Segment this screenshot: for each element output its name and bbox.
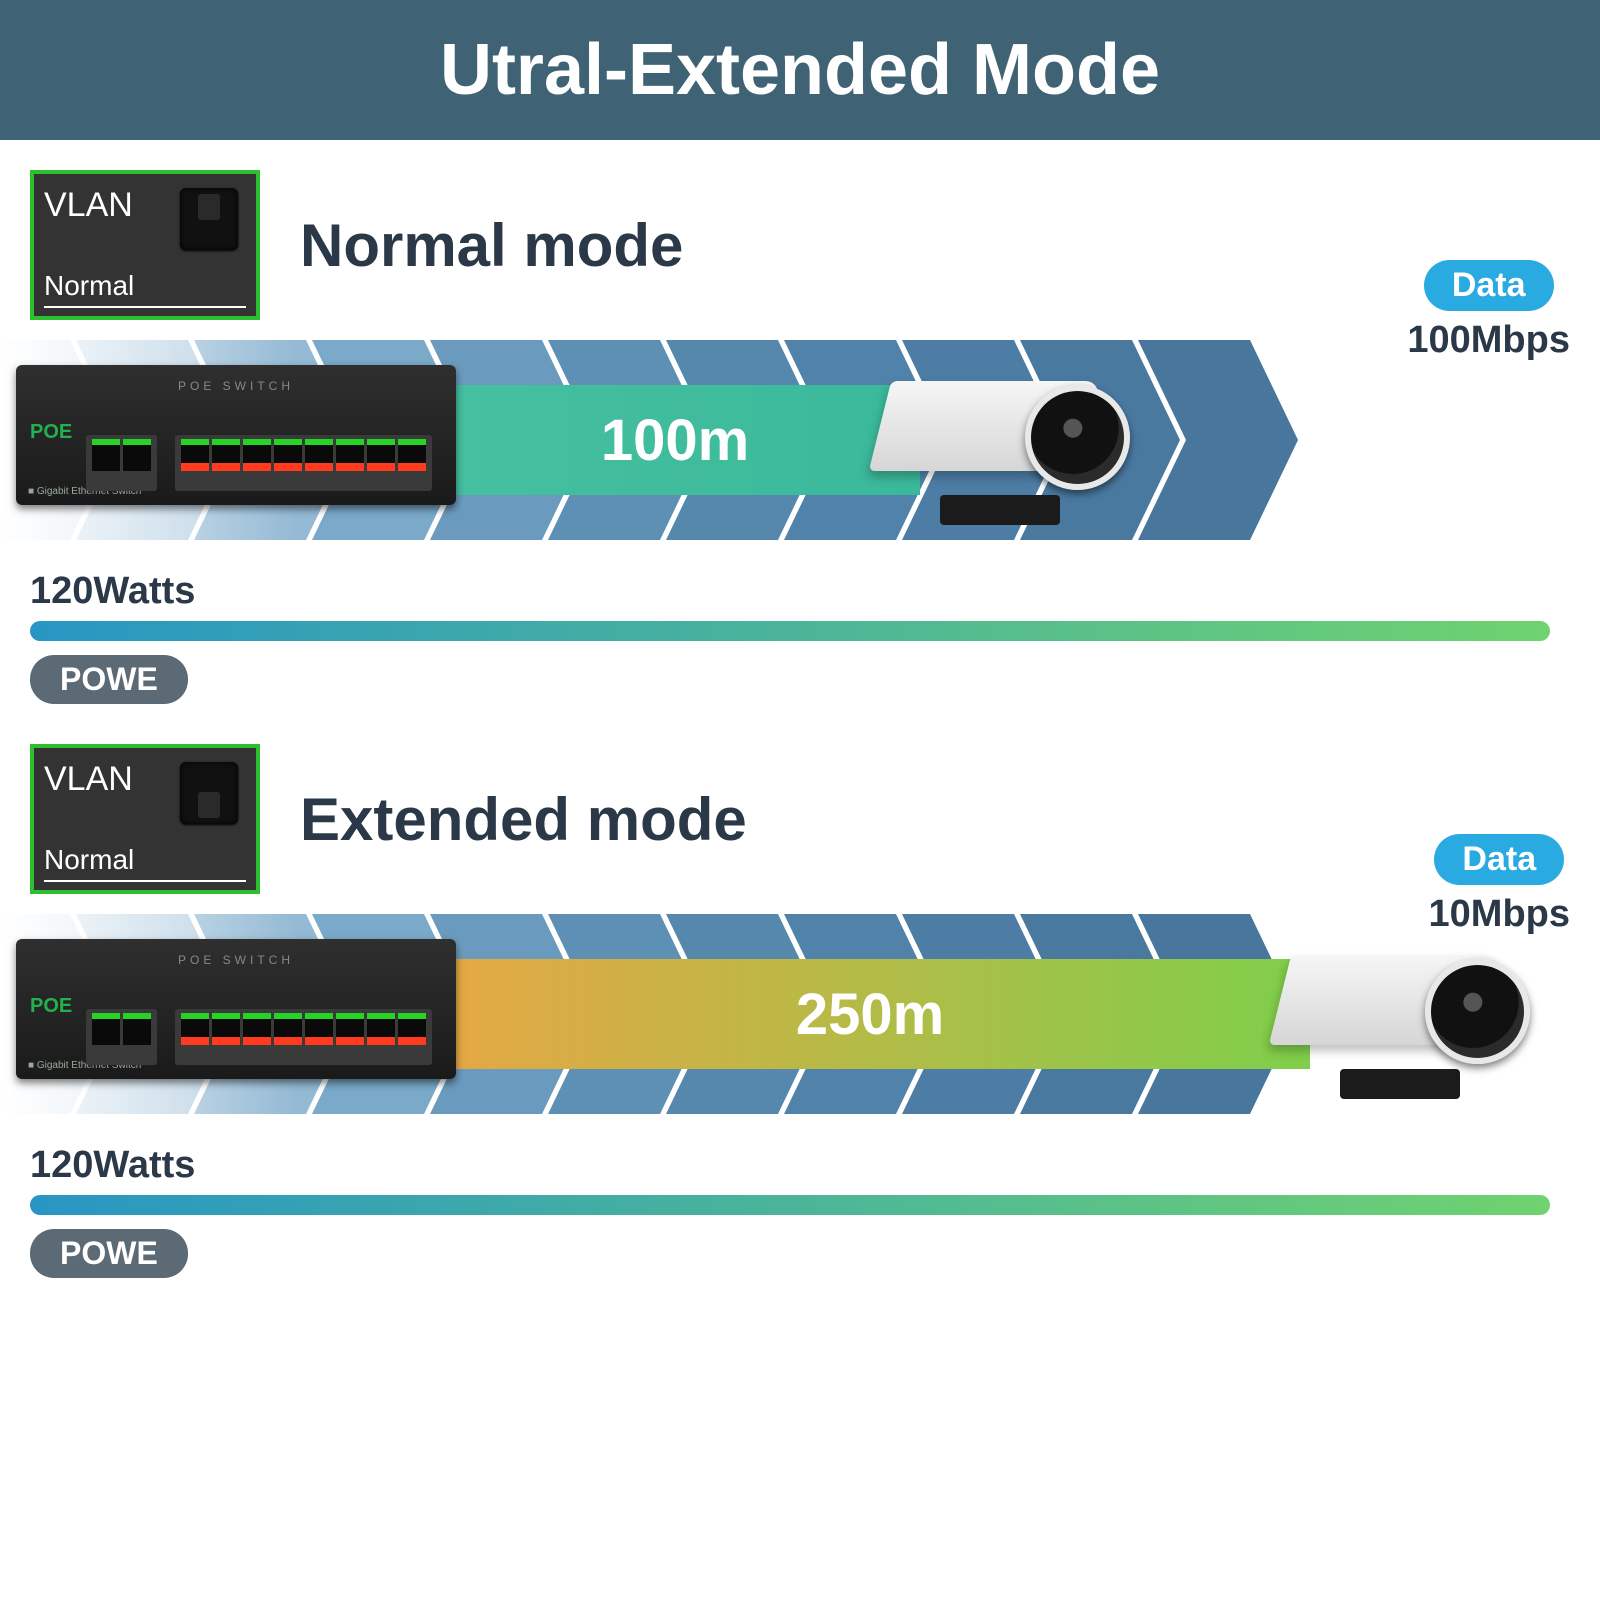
distance-bar: 250m [430, 959, 1310, 1069]
data-badge: Data [1434, 834, 1564, 885]
watts-label: 120Watts [30, 570, 1570, 613]
ip-camera-icon [880, 355, 1130, 525]
normal-label: Normal [44, 270, 246, 308]
vlan-switch-thumb: VLAN Normal [30, 744, 260, 894]
distance-bar: 100m [430, 385, 920, 495]
power-row: 120Watts POWE [0, 1114, 1600, 1288]
dip-switch-icon [180, 188, 238, 250]
power-badge: POWE [30, 1229, 188, 1278]
section-extended: VLAN Normal Extended mode Data 10Mbps 25… [0, 714, 1600, 1288]
distance-strip: 250mPOE SWITCH POE ■ Gigabit Ethernet Sw… [0, 914, 1600, 1114]
mode-title: Extended mode [300, 785, 747, 854]
mode-title: Normal mode [300, 211, 683, 280]
poe-switch-icon: POE SWITCH POE ■ Gigabit Ethernet Switch [16, 939, 456, 1079]
power-badge: POWE [30, 655, 188, 704]
ip-camera-icon [1280, 929, 1530, 1099]
dip-switch-icon [180, 762, 238, 824]
data-badge: Data [1424, 260, 1554, 311]
power-row: 120Watts POWE [0, 540, 1600, 714]
poe-switch-icon: POE SWITCH POE ■ Gigabit Ethernet Switch [16, 365, 456, 505]
distance-strip: 100mPOE SWITCH POE ■ Gigabit Ethernet Sw… [0, 340, 1600, 540]
normal-label: Normal [44, 844, 246, 882]
header-bar: Utral-Extended Mode [0, 0, 1600, 140]
section-normal: VLAN Normal Normal mode Data 100Mbps 100… [0, 140, 1600, 714]
vlan-switch-thumb: VLAN Normal [30, 170, 260, 320]
page-title: Utral-Extended Mode [440, 29, 1160, 111]
watts-label: 120Watts [30, 1144, 1570, 1187]
power-bar [30, 621, 1550, 641]
power-bar [30, 1195, 1550, 1215]
